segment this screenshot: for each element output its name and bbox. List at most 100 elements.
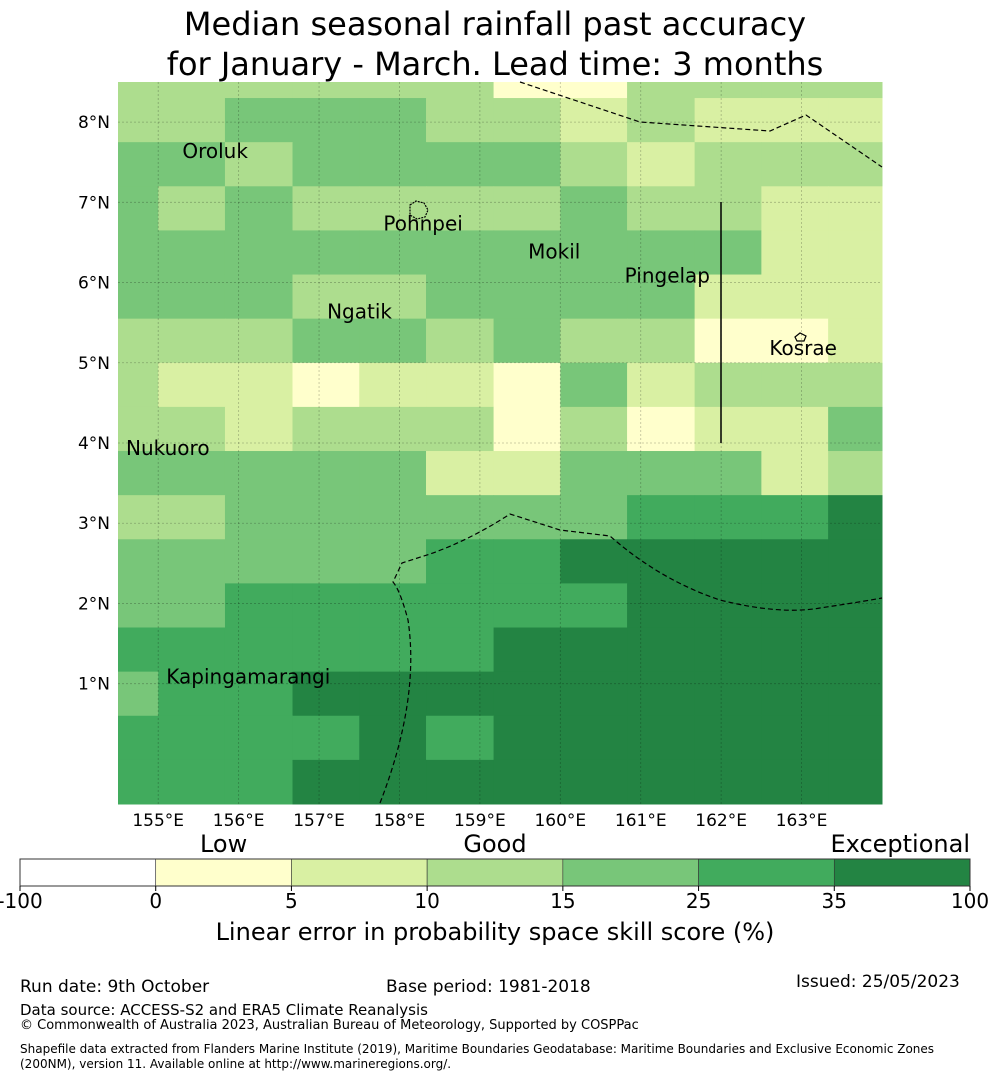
longitude-tick-label: 162°E [695,811,747,831]
grid-cell [560,98,628,143]
place-label: Mokil [528,239,580,263]
grid-cell [158,759,226,805]
grid-cell [761,406,829,452]
grid-cell [292,539,360,584]
grid-cell [694,318,762,364]
skill-grid [118,82,883,805]
grid-cell [627,318,696,364]
grid-cell [761,451,829,496]
grid-cell [118,362,159,408]
grid-cell [493,274,561,320]
place-label: Ngatik [327,300,392,324]
grid-cell [118,406,159,452]
grid-cell [359,495,427,540]
grid-cell [292,274,360,320]
grid-cell [224,142,294,187]
grid-cell [118,583,159,629]
grid-cell [493,230,561,276]
grid-cell [627,715,696,761]
grid-cell [560,318,628,364]
grid-cell [359,230,427,276]
grid-cell [118,671,159,717]
grid-cell [224,98,294,143]
grid-cell [118,142,159,187]
grid-cell [493,142,561,187]
grid-cell [627,362,696,408]
grid-cell [158,98,226,143]
grid-cell [627,539,696,584]
grid-cell [627,98,696,143]
place-label: Pingelap [625,264,710,288]
grid-cell [158,451,226,496]
grid-cell [493,451,561,496]
grid-cell [560,82,628,99]
longitude-tick-label: 158°E [374,811,426,831]
chart-title-line-1: Median seasonal rainfall past accuracy [183,5,807,43]
grid-cell [560,671,628,717]
eez-boundary-north [519,81,883,168]
latitude-tick-label: 2°N [78,594,110,614]
shapefile-credit-line-2: (200NM), version 11. Available online at… [20,1057,452,1071]
colorbar-tick-label: 5 [285,889,298,913]
grid-cell [118,495,159,540]
grid-cell [292,142,360,187]
grid-cell [118,274,159,320]
grid-cell [292,627,360,673]
colorbar-tick-label: 100 [951,889,989,913]
grid-cell [292,186,360,231]
grid-cell [426,362,495,408]
grid-cell [761,82,829,99]
grid-cell [292,406,360,452]
grid-cell [493,627,561,673]
grid-cell [158,627,226,673]
grid-cell [627,406,696,452]
grid-cell [828,142,883,187]
grid-cell [560,230,628,276]
grid-cell [828,98,883,143]
colorbar-swatch [19,858,157,887]
colorbar-swatch [562,858,699,887]
grid-cell [292,495,360,540]
grid-cell [224,539,294,584]
grid-cell [292,715,360,761]
grid-cell [224,406,294,452]
colorbar-category-labels: Low Good Exceptional [200,830,970,858]
grid-cell [224,274,294,320]
pohnpei-island-outline [409,200,429,220]
longitude-tick-label: 160°E [534,811,586,831]
grid-cell [426,671,495,717]
grid-cell [493,186,561,231]
colorbar-frame [19,858,971,887]
grid-cell [118,539,159,584]
grid-cell [560,451,628,496]
grid-cell [761,362,829,408]
grid-cell [560,583,628,629]
grid-cell [560,759,628,805]
grid-cell [493,82,561,99]
latitude-tick-label: 7°N [78,193,110,213]
grid-cell [560,406,628,452]
grid-cell [828,186,883,231]
grid-cell [761,583,829,629]
grid-cell [158,318,226,364]
longitude-tick-label: 159°E [454,811,506,831]
colorbar-tick-label: 10 [414,889,439,913]
grid-cell [359,186,427,231]
grid-cell [292,583,360,629]
grid-cell [158,82,226,99]
grid-cell [560,186,628,231]
grid-cell [118,98,159,143]
grid-cell [694,142,762,187]
grid-cell [694,715,762,761]
grid-cell [828,715,883,761]
grid-cell [560,362,628,408]
grid-cell [627,671,696,717]
grid-cell [694,759,762,805]
grid-cell [359,671,427,717]
grid-cell [359,451,427,496]
issued-date: Issued: 25/05/2023 [796,972,960,992]
grid-cell [426,274,495,320]
latitude-tick-label: 1°N [78,675,110,695]
grid-cell [493,98,561,143]
